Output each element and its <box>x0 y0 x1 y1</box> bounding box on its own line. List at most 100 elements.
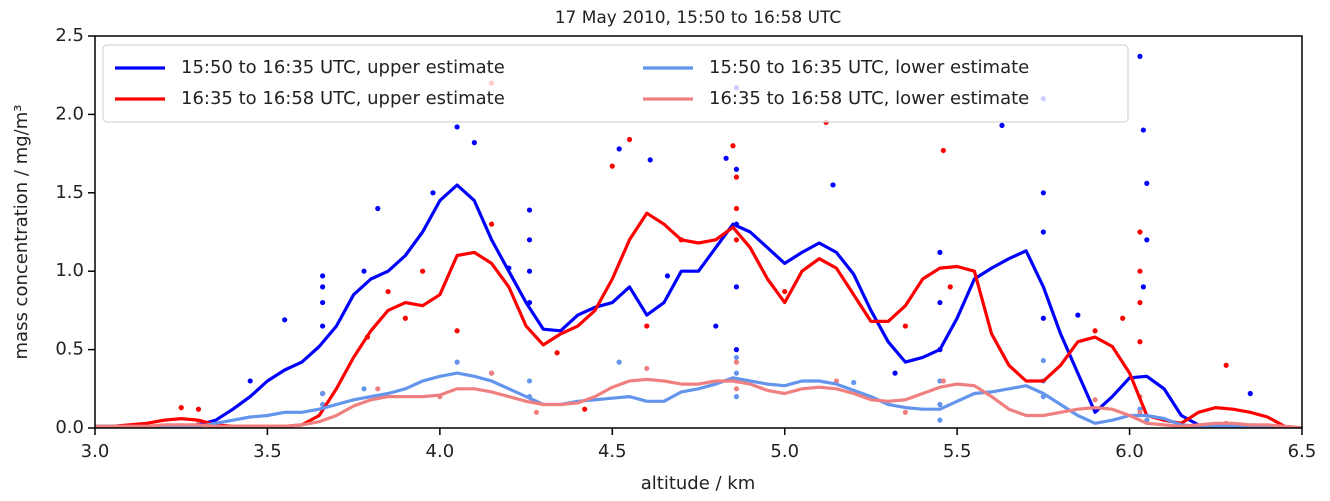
scatter-point <box>420 268 426 274</box>
scatter-point <box>385 288 391 295</box>
scatter-point <box>178 405 184 411</box>
x-tick-label: 5.0 <box>770 441 799 462</box>
scatter-point <box>247 378 253 384</box>
scatter-point <box>454 328 460 334</box>
scatter-point <box>733 347 740 353</box>
x-tick-label: 3.5 <box>253 441 282 462</box>
scatter-point <box>1144 237 1150 243</box>
scatter-point <box>940 147 946 154</box>
scatter-point <box>471 140 477 146</box>
scatter-point <box>1137 409 1143 415</box>
scatter-point <box>1120 315 1126 321</box>
scatter-point <box>1040 315 1046 321</box>
scatter-point <box>526 207 533 213</box>
scatter-point <box>402 315 408 321</box>
x-tick-label: 5.5 <box>943 441 972 462</box>
scatter-point <box>375 386 381 392</box>
scatter-point <box>361 268 367 274</box>
x-tick-label: 4.5 <box>598 441 627 462</box>
scatter-point <box>733 394 740 400</box>
scatter-point <box>733 359 740 365</box>
scatter-point <box>1040 190 1046 196</box>
series-line <box>95 183 1302 428</box>
scatter-point <box>644 323 650 329</box>
scatter-point <box>454 124 460 130</box>
legend-label: 15:50 to 16:35 UTC, upper estimate <box>181 57 505 78</box>
legend-box <box>102 44 1129 123</box>
scatter-point <box>582 406 588 412</box>
scatter-point <box>664 273 671 279</box>
scatter-point <box>733 205 740 212</box>
scatter-point <box>1223 362 1229 368</box>
scatter-point <box>892 370 898 376</box>
scatter-point <box>647 157 653 163</box>
y-tick-label: 0.5 <box>55 339 84 360</box>
x-axis-label: altitude / km <box>641 473 756 494</box>
scatter-point <box>526 378 533 384</box>
scatter-point <box>195 406 202 412</box>
scatter-point <box>999 122 1005 128</box>
scatter-point <box>830 182 836 188</box>
scatter-point <box>361 386 367 392</box>
scatter-point <box>937 299 943 306</box>
scatter-point <box>902 323 909 329</box>
y-tick-label: 2.5 <box>55 25 84 46</box>
scatter-point <box>320 284 326 290</box>
scatter-point <box>609 163 615 169</box>
scatter-point <box>1092 328 1098 334</box>
scatter-point <box>1137 229 1143 235</box>
legend-label: 16:35 to 16:58 UTC, lower estimate <box>709 88 1029 109</box>
scatter-point <box>733 386 740 392</box>
plot-frame <box>94 35 1303 429</box>
scatter-point <box>730 143 736 149</box>
series-line <box>95 211 1302 428</box>
scatter-point <box>1137 53 1143 59</box>
scatter-point <box>488 370 495 376</box>
scatter-point <box>1040 357 1046 364</box>
scatter-point <box>733 284 740 290</box>
y-tick-label: 2.0 <box>55 103 84 124</box>
scatter-point <box>626 136 633 143</box>
scatter-point <box>282 317 288 323</box>
legend-label: 15:50 to 16:35 UTC, lower estimate <box>709 57 1029 78</box>
chart-title: 17 May 2010, 15:50 to 16:58 UTC <box>555 8 842 28</box>
scatter-point <box>1247 390 1253 397</box>
scatter-point <box>851 379 857 386</box>
x-tick-label: 3.0 <box>81 441 110 462</box>
scatter-point <box>1140 284 1146 290</box>
scatter-point <box>937 249 943 255</box>
scatter-point <box>723 155 729 161</box>
scatter-point <box>1137 339 1143 345</box>
scatter-point <box>320 390 326 397</box>
scatter-point <box>430 190 436 196</box>
y-tick-label: 1.0 <box>55 260 84 281</box>
scatter-point <box>454 359 460 365</box>
scatter-point <box>526 237 533 243</box>
scatter-point <box>733 237 740 243</box>
scatter-point <box>902 409 909 415</box>
scatter-point <box>1144 180 1150 186</box>
scatter-point <box>940 378 946 384</box>
x-tick-label: 6.5 <box>1288 441 1317 462</box>
y-tick-label: 0.0 <box>55 417 84 438</box>
y-axis-label: mass concentration / mg/m³ <box>11 105 32 360</box>
scatter-point <box>937 417 943 423</box>
scatter-point <box>713 323 719 329</box>
scatter-point <box>733 370 740 376</box>
scatter-point <box>782 288 788 295</box>
scatter-point <box>1140 127 1146 133</box>
scatter-point <box>1075 312 1081 318</box>
scatter-point <box>947 284 953 290</box>
scatter-point <box>616 146 622 152</box>
scatter-point <box>1137 299 1143 306</box>
scatter-point <box>526 268 533 274</box>
scatter-point <box>937 401 943 408</box>
scatter-point <box>644 365 650 372</box>
scatter-point <box>733 354 740 361</box>
series-line <box>95 377 1302 428</box>
y-tick-label: 1.5 <box>55 182 84 203</box>
scatter-point <box>533 409 540 415</box>
series-line <box>95 371 1302 428</box>
scatter-point <box>1137 268 1143 274</box>
scatter-point <box>1040 229 1046 235</box>
